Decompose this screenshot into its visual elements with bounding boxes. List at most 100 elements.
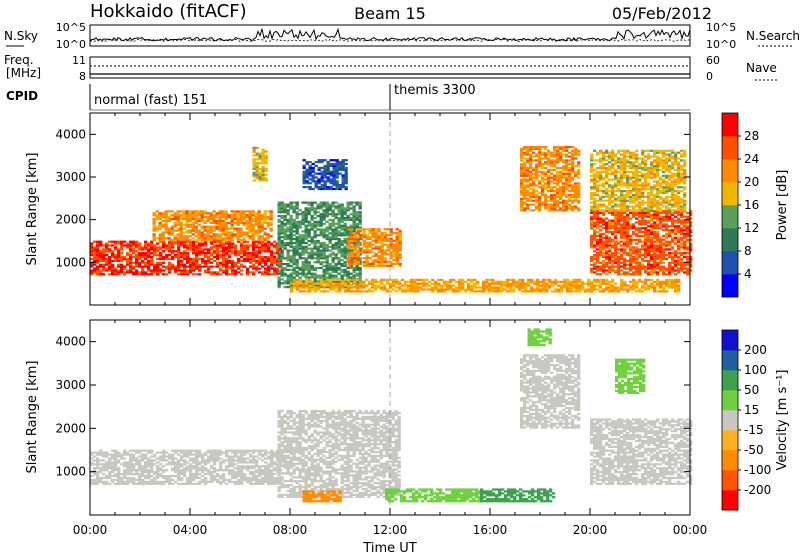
heatmap-cell bbox=[611, 165, 615, 168]
heatmap-cell bbox=[96, 242, 100, 245]
heatmap-cell bbox=[590, 157, 594, 160]
heatmap-cell bbox=[319, 232, 323, 235]
heatmap-cell bbox=[614, 213, 618, 216]
heatmap-cell bbox=[532, 155, 536, 158]
heatmap-cell bbox=[177, 242, 181, 245]
heatmap-cell bbox=[173, 235, 177, 238]
heatmap-cell bbox=[620, 223, 624, 226]
heatmap-cell bbox=[383, 251, 387, 254]
heatmap-cell bbox=[620, 203, 624, 206]
heatmap-cell bbox=[316, 259, 320, 262]
heatmap-cell bbox=[656, 271, 660, 274]
heatmap-cell bbox=[683, 240, 687, 243]
heatmap-cell bbox=[635, 248, 639, 251]
heatmap-cell bbox=[254, 218, 258, 221]
heatmap-cell bbox=[129, 263, 133, 266]
heatmap-cell bbox=[389, 230, 393, 233]
heatmap-cell bbox=[653, 234, 657, 238]
heatmap-cell bbox=[665, 269, 669, 272]
heatmap-cell bbox=[298, 255, 302, 258]
heatmap-cell bbox=[562, 176, 566, 179]
heatmap-cell bbox=[153, 265, 157, 268]
heatmap-cell bbox=[358, 274, 362, 277]
heatmap-cell bbox=[662, 286, 666, 289]
heatmap-cell bbox=[593, 149, 597, 152]
heatmap-cell bbox=[680, 244, 684, 247]
heatmap-cell bbox=[194, 239, 198, 242]
heatmap-cell bbox=[352, 201, 356, 204]
heatmap-cell bbox=[353, 258, 357, 262]
heatmap-cell bbox=[347, 241, 351, 244]
heatmap-cell bbox=[325, 234, 329, 237]
heatmap-cell bbox=[596, 199, 600, 202]
heatmap-cell bbox=[227, 216, 231, 219]
heatmap-cell bbox=[623, 199, 627, 202]
heatmap-cell bbox=[316, 241, 320, 245]
heatmap-cell bbox=[611, 188, 615, 191]
heatmap-cell bbox=[662, 219, 666, 222]
heatmap-cell bbox=[228, 254, 232, 257]
heatmap-cell bbox=[668, 255, 672, 259]
heatmap-cell bbox=[322, 205, 326, 208]
heatmap-cell bbox=[326, 164, 330, 168]
heatmap-cell bbox=[629, 227, 633, 230]
heatmap-cell bbox=[314, 282, 318, 285]
heatmap-cell bbox=[629, 265, 633, 268]
heatmap-cell bbox=[153, 248, 157, 251]
heatmap-cell bbox=[380, 243, 384, 246]
heatmap-cell bbox=[332, 170, 336, 173]
heatmap-cell bbox=[310, 251, 314, 254]
heatmap-cell bbox=[602, 265, 606, 268]
heatmap-cell bbox=[602, 211, 606, 215]
heatmap-cell bbox=[150, 257, 154, 261]
heatmap-cell bbox=[329, 172, 333, 175]
heatmap-cell bbox=[671, 248, 675, 251]
heatmap-cell bbox=[96, 259, 100, 263]
heatmap-cell bbox=[368, 282, 372, 285]
heatmap-cell bbox=[254, 223, 258, 226]
heatmap-cell bbox=[383, 235, 387, 239]
heatmap-cell bbox=[90, 244, 94, 247]
heatmap-cell bbox=[623, 215, 627, 218]
heatmap-cell bbox=[668, 261, 672, 264]
heatmap-cell bbox=[355, 241, 359, 245]
heatmap-cell bbox=[536, 282, 540, 285]
heatmap-cell bbox=[608, 255, 612, 259]
heatmap-cell bbox=[488, 288, 492, 291]
heatmap-cell bbox=[686, 252, 690, 255]
heatmap-cell bbox=[204, 244, 208, 247]
heatmap-cell bbox=[329, 182, 333, 185]
heatmap-cell bbox=[264, 179, 268, 182]
heatmap-cell bbox=[620, 161, 624, 164]
heatmap-cell bbox=[680, 231, 684, 234]
heatmap-cell bbox=[299, 280, 303, 283]
heatmap-cell bbox=[251, 225, 255, 228]
heatmap-cell bbox=[506, 286, 510, 289]
heatmap-cell bbox=[340, 213, 344, 216]
heatmap-cell bbox=[668, 271, 672, 274]
heatmap-cell bbox=[251, 231, 255, 234]
heatmap-cell bbox=[395, 258, 399, 262]
heatmap-cell bbox=[228, 250, 232, 253]
heatmap-cell bbox=[614, 250, 618, 253]
heatmap-cell bbox=[683, 267, 687, 270]
heatmap-cell bbox=[328, 253, 332, 256]
heatmap-cell bbox=[255, 164, 259, 167]
heatmap-cell bbox=[350, 260, 354, 264]
heatmap-cell bbox=[346, 270, 350, 273]
heatmap-cell bbox=[353, 278, 357, 282]
heatmap-cell bbox=[602, 151, 606, 154]
heatmap-cell bbox=[343, 264, 347, 268]
heatmap-cell bbox=[213, 246, 217, 249]
heatmap-cell bbox=[473, 278, 477, 282]
heatmap-cell bbox=[335, 164, 339, 168]
heatmap-cell bbox=[565, 209, 569, 212]
heatmap-cell bbox=[617, 227, 621, 230]
heatmap-cell bbox=[261, 246, 265, 249]
heatmap-cell bbox=[356, 262, 360, 266]
heatmap-cell bbox=[261, 265, 265, 268]
heatmap-cell bbox=[434, 286, 438, 289]
heatmap-cell bbox=[611, 209, 615, 212]
heatmap-cell bbox=[153, 263, 157, 266]
heatmap-cell bbox=[449, 284, 453, 287]
